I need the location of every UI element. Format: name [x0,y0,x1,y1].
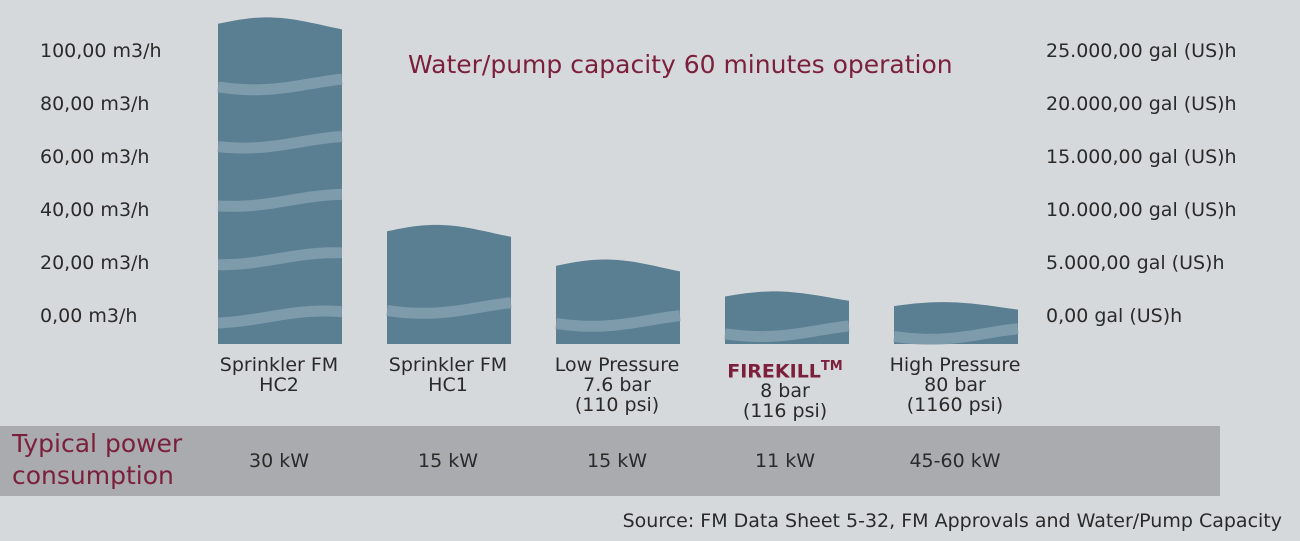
power-label-line: consumption [12,461,174,490]
category-label: Low Pressure 7.6 bar (110 psi) [537,355,697,415]
bar-wave-band [217,305,343,329]
left-axis-tick: 60,00 m3/h [40,146,150,168]
bar-wave-band [217,73,343,96]
category-label: FIREKILLTM 8 bar (116 psi) [705,357,865,421]
category-label-brand: FIREKILLTM [705,357,865,381]
right-axis-tick: 10.000,00 gal (US)h [1046,199,1237,221]
power-consumption-band [0,426,1220,496]
category-label-line: 7.6 bar [583,374,651,396]
bar-wave-band [217,131,343,154]
power-value: 45-60 kW [909,450,1001,472]
power-label-line: Typical power [12,429,183,458]
power-value: 15 kW [586,450,647,472]
category-label-line: 80 bar [924,374,986,396]
bar [556,259,680,344]
category-label-line: High Pressure [889,354,1021,376]
category-label-line: (1160 psi) [906,394,1004,416]
right-axis-tick: 5.000,00 gal (US)h [1046,252,1225,274]
bar-wave-band [893,323,1019,345]
right-axis-tick: 20.000,00 gal (US)h [1046,93,1237,115]
category-label: High Pressure 80 bar (1160 psi) [875,355,1035,415]
bar-wave-band [386,297,512,319]
category-label-line: Low Pressure [554,354,680,376]
category-label-line: (110 psi) [574,394,660,416]
power-value: 30 kW [248,450,309,472]
left-axis-tick: 0,00 m3/h [40,305,138,327]
category-label-line: (116 psi) [742,400,828,423]
brand-name: FIREKILL [727,360,821,383]
bar [218,17,342,345]
category-label-line: 8 bar [760,380,810,403]
bar [387,224,511,344]
category-label: Sprinkler FM HC1 [368,355,528,395]
right-axis-tick: 0,00 gal (US)h [1046,305,1183,327]
left-axis-tick: 40,00 m3/h [40,199,150,221]
category-label-line: Sprinkler FM [388,354,508,376]
right-axis-tick: 25.000,00 gal (US)h [1046,40,1237,62]
power-value: 15 kW [417,450,478,472]
bar-wave-band [218,247,343,271]
category-label-line: HC2 [259,374,299,396]
chart-title: Water/pump capacity 60 minutes operation [408,50,953,79]
right-axis-tick: 15.000,00 gal (US)h [1046,146,1237,168]
category-label: Sprinkler FM HC2 [199,355,359,395]
power-consumption-label: Typical power consumption [12,428,212,492]
left-axis-tick: 20,00 m3/h [40,252,150,274]
category-label-line: HC1 [428,374,468,396]
bar-wave-band [555,310,681,332]
power-value: 11 kW [754,450,815,472]
left-axis-tick: 100,00 m3/h [40,40,162,62]
bar-wave-band [217,188,343,212]
bar-wave-band [724,320,850,343]
category-label-line: Sprinkler FM [219,354,339,376]
source-note: Source: FM Data Sheet 5-32, FM Approvals… [622,510,1282,532]
left-axis-tick: 80,00 m3/h [40,93,150,115]
trademark-mark: TM [820,359,843,374]
